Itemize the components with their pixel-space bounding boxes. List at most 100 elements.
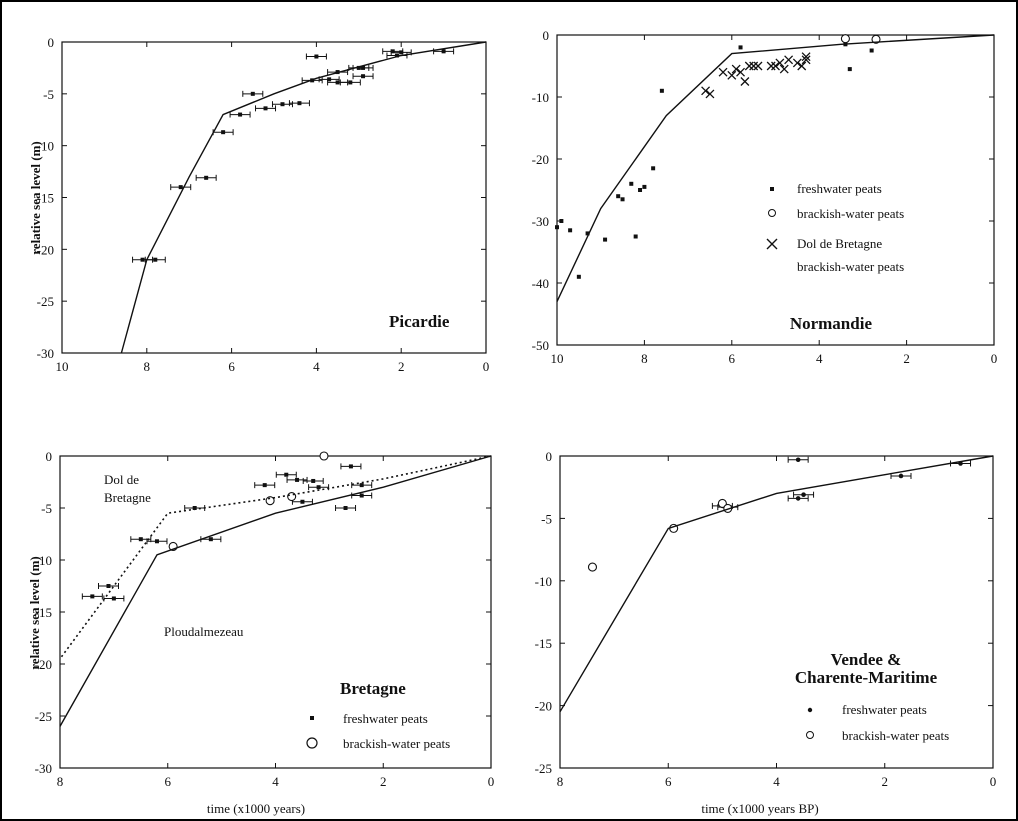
data-point bbox=[275, 471, 297, 478]
annotation-ploudalmezeau: Ploudalmezeau bbox=[164, 624, 244, 639]
point-square bbox=[221, 130, 226, 135]
point-square bbox=[311, 478, 316, 483]
data-point bbox=[433, 48, 455, 55]
sea-level-curve bbox=[556, 34, 995, 302]
x-tick-label: 4 bbox=[313, 359, 320, 374]
legend-marker-dot bbox=[807, 707, 813, 713]
point-cross bbox=[779, 64, 789, 74]
point-square bbox=[555, 225, 559, 230]
data-point bbox=[271, 101, 293, 108]
panel-title: Normandie bbox=[790, 314, 873, 333]
point-square bbox=[343, 506, 348, 510]
data-point bbox=[840, 34, 850, 44]
point-square bbox=[359, 493, 364, 498]
data-point bbox=[587, 562, 598, 572]
data-point bbox=[871, 34, 881, 44]
panel-title: Picardie bbox=[389, 312, 450, 331]
y-tick-label: -20 bbox=[532, 152, 549, 167]
data-point bbox=[705, 89, 715, 99]
legend-marker-circle bbox=[768, 209, 776, 217]
point-circle bbox=[871, 34, 881, 44]
y-tick-label: -30 bbox=[37, 346, 54, 361]
point-square bbox=[738, 45, 743, 50]
y-tick-label: -20 bbox=[35, 657, 52, 672]
data-point bbox=[327, 79, 349, 86]
point-square bbox=[262, 483, 267, 488]
panel-title-line2: Charente-Maritime bbox=[795, 668, 938, 687]
point-square bbox=[280, 102, 285, 107]
y-tick-label: -10 bbox=[535, 574, 552, 589]
legend: freshwater peats brackish-water peats Do… bbox=[766, 181, 904, 274]
point-square bbox=[263, 106, 268, 111]
y-tick-label: -10 bbox=[37, 139, 54, 154]
data-point bbox=[81, 593, 103, 600]
point-dot bbox=[801, 492, 806, 497]
point-cross bbox=[744, 61, 754, 71]
x-tick-label: 4 bbox=[272, 774, 279, 789]
point-square bbox=[316, 485, 321, 490]
y-tick-label: -25 bbox=[535, 761, 552, 776]
data-point bbox=[255, 105, 277, 112]
panel-normandie: Normandie freshwater peats brackish-wate… bbox=[532, 28, 998, 366]
data-point bbox=[335, 505, 357, 511]
y-tick-label: -10 bbox=[532, 90, 549, 105]
data-point bbox=[784, 55, 794, 65]
point-square bbox=[348, 80, 353, 85]
data-point bbox=[727, 70, 737, 80]
x-tick-label: 8 bbox=[557, 774, 564, 789]
point-square bbox=[394, 53, 399, 58]
point-cross bbox=[792, 58, 802, 68]
data-point bbox=[801, 52, 811, 62]
point-cross bbox=[771, 61, 780, 71]
point-square bbox=[559, 219, 564, 223]
y-tick-label: 0 bbox=[546, 449, 553, 464]
data-point bbox=[633, 234, 638, 239]
data-point bbox=[229, 111, 251, 118]
point-square bbox=[638, 188, 643, 192]
y-tick-label: 0 bbox=[48, 35, 55, 50]
point-square bbox=[629, 181, 634, 186]
legend-label: brackish-water peats bbox=[842, 728, 949, 743]
point-cross bbox=[775, 58, 785, 68]
y-tick-label: -30 bbox=[532, 214, 549, 229]
x-tick-label: 8 bbox=[57, 774, 64, 789]
point-square bbox=[356, 65, 361, 70]
point-square bbox=[361, 74, 366, 79]
data-point bbox=[132, 256, 154, 263]
data-point bbox=[629, 181, 634, 186]
data-point bbox=[170, 184, 192, 191]
legend-label: freshwater peats bbox=[842, 702, 927, 717]
y-tick-label: -15 bbox=[35, 605, 52, 620]
data-point bbox=[559, 219, 564, 223]
x-tick-label: 8 bbox=[144, 359, 151, 374]
point-square bbox=[138, 537, 143, 542]
legend-label: Dol de Bretagne bbox=[797, 236, 882, 251]
point-square bbox=[659, 88, 664, 93]
point-cross bbox=[749, 61, 759, 71]
y-axis-label: relative sea level (m) bbox=[28, 141, 43, 254]
point-square bbox=[616, 194, 621, 199]
data-point bbox=[305, 53, 327, 60]
data-point bbox=[319, 451, 329, 461]
data-point bbox=[787, 495, 809, 502]
point-square bbox=[847, 67, 852, 72]
point-cross bbox=[736, 67, 745, 77]
point-cross bbox=[766, 61, 776, 71]
y-tick-label: -25 bbox=[37, 294, 54, 309]
data-point bbox=[869, 48, 874, 53]
sea-level-curve bbox=[59, 455, 492, 727]
x-tick-label: 0 bbox=[483, 359, 490, 374]
y-tick-label: -5 bbox=[41, 501, 52, 516]
point-square bbox=[192, 506, 197, 510]
point-square bbox=[568, 228, 573, 233]
point-square bbox=[633, 234, 638, 239]
y-tick-label: -5 bbox=[43, 87, 54, 102]
data-point bbox=[616, 194, 621, 199]
y-tick-label: -20 bbox=[37, 242, 54, 257]
point-dot bbox=[795, 457, 801, 463]
point-square bbox=[90, 594, 95, 599]
data-point bbox=[701, 86, 711, 96]
panel-title: Vendee & bbox=[831, 650, 902, 669]
